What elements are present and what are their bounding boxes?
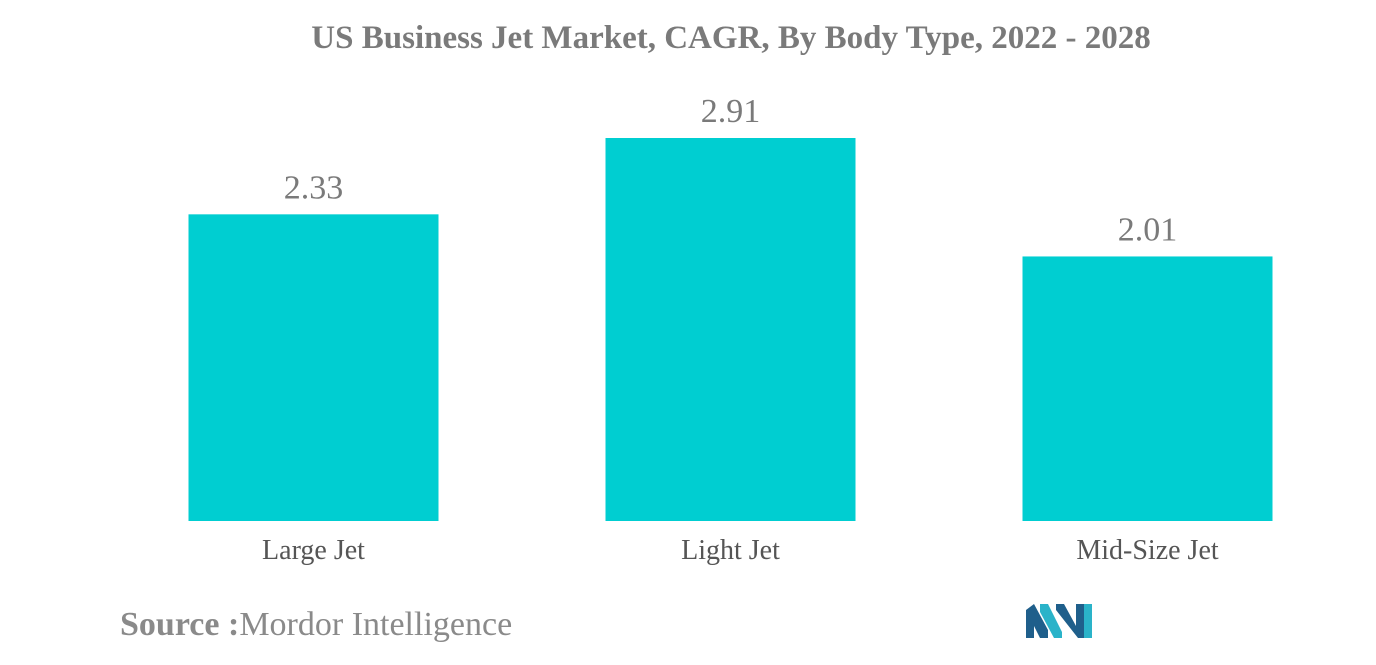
category-label: Large Jet	[262, 535, 365, 566]
source-text: Mordor Intelligence	[239, 606, 513, 643]
data-label: 2.01	[1118, 211, 1178, 248]
source-line: Source :Mordor Intelligence	[120, 606, 512, 644]
chart-title: US Business Jet Market, CAGR, By Body Ty…	[311, 20, 1151, 56]
bar-mid-size-jet	[1022, 256, 1273, 521]
bar-light-jet	[605, 138, 856, 521]
mordor-intelligence-logo-icon	[1026, 604, 1092, 638]
category-label: Light Jet	[681, 535, 780, 566]
data-label: 2.91	[701, 93, 761, 130]
category-label: Mid-Size Jet	[1076, 535, 1219, 566]
bar-large-jet	[188, 214, 439, 521]
data-label: 2.33	[284, 169, 344, 206]
source-label: Source :	[120, 606, 240, 643]
